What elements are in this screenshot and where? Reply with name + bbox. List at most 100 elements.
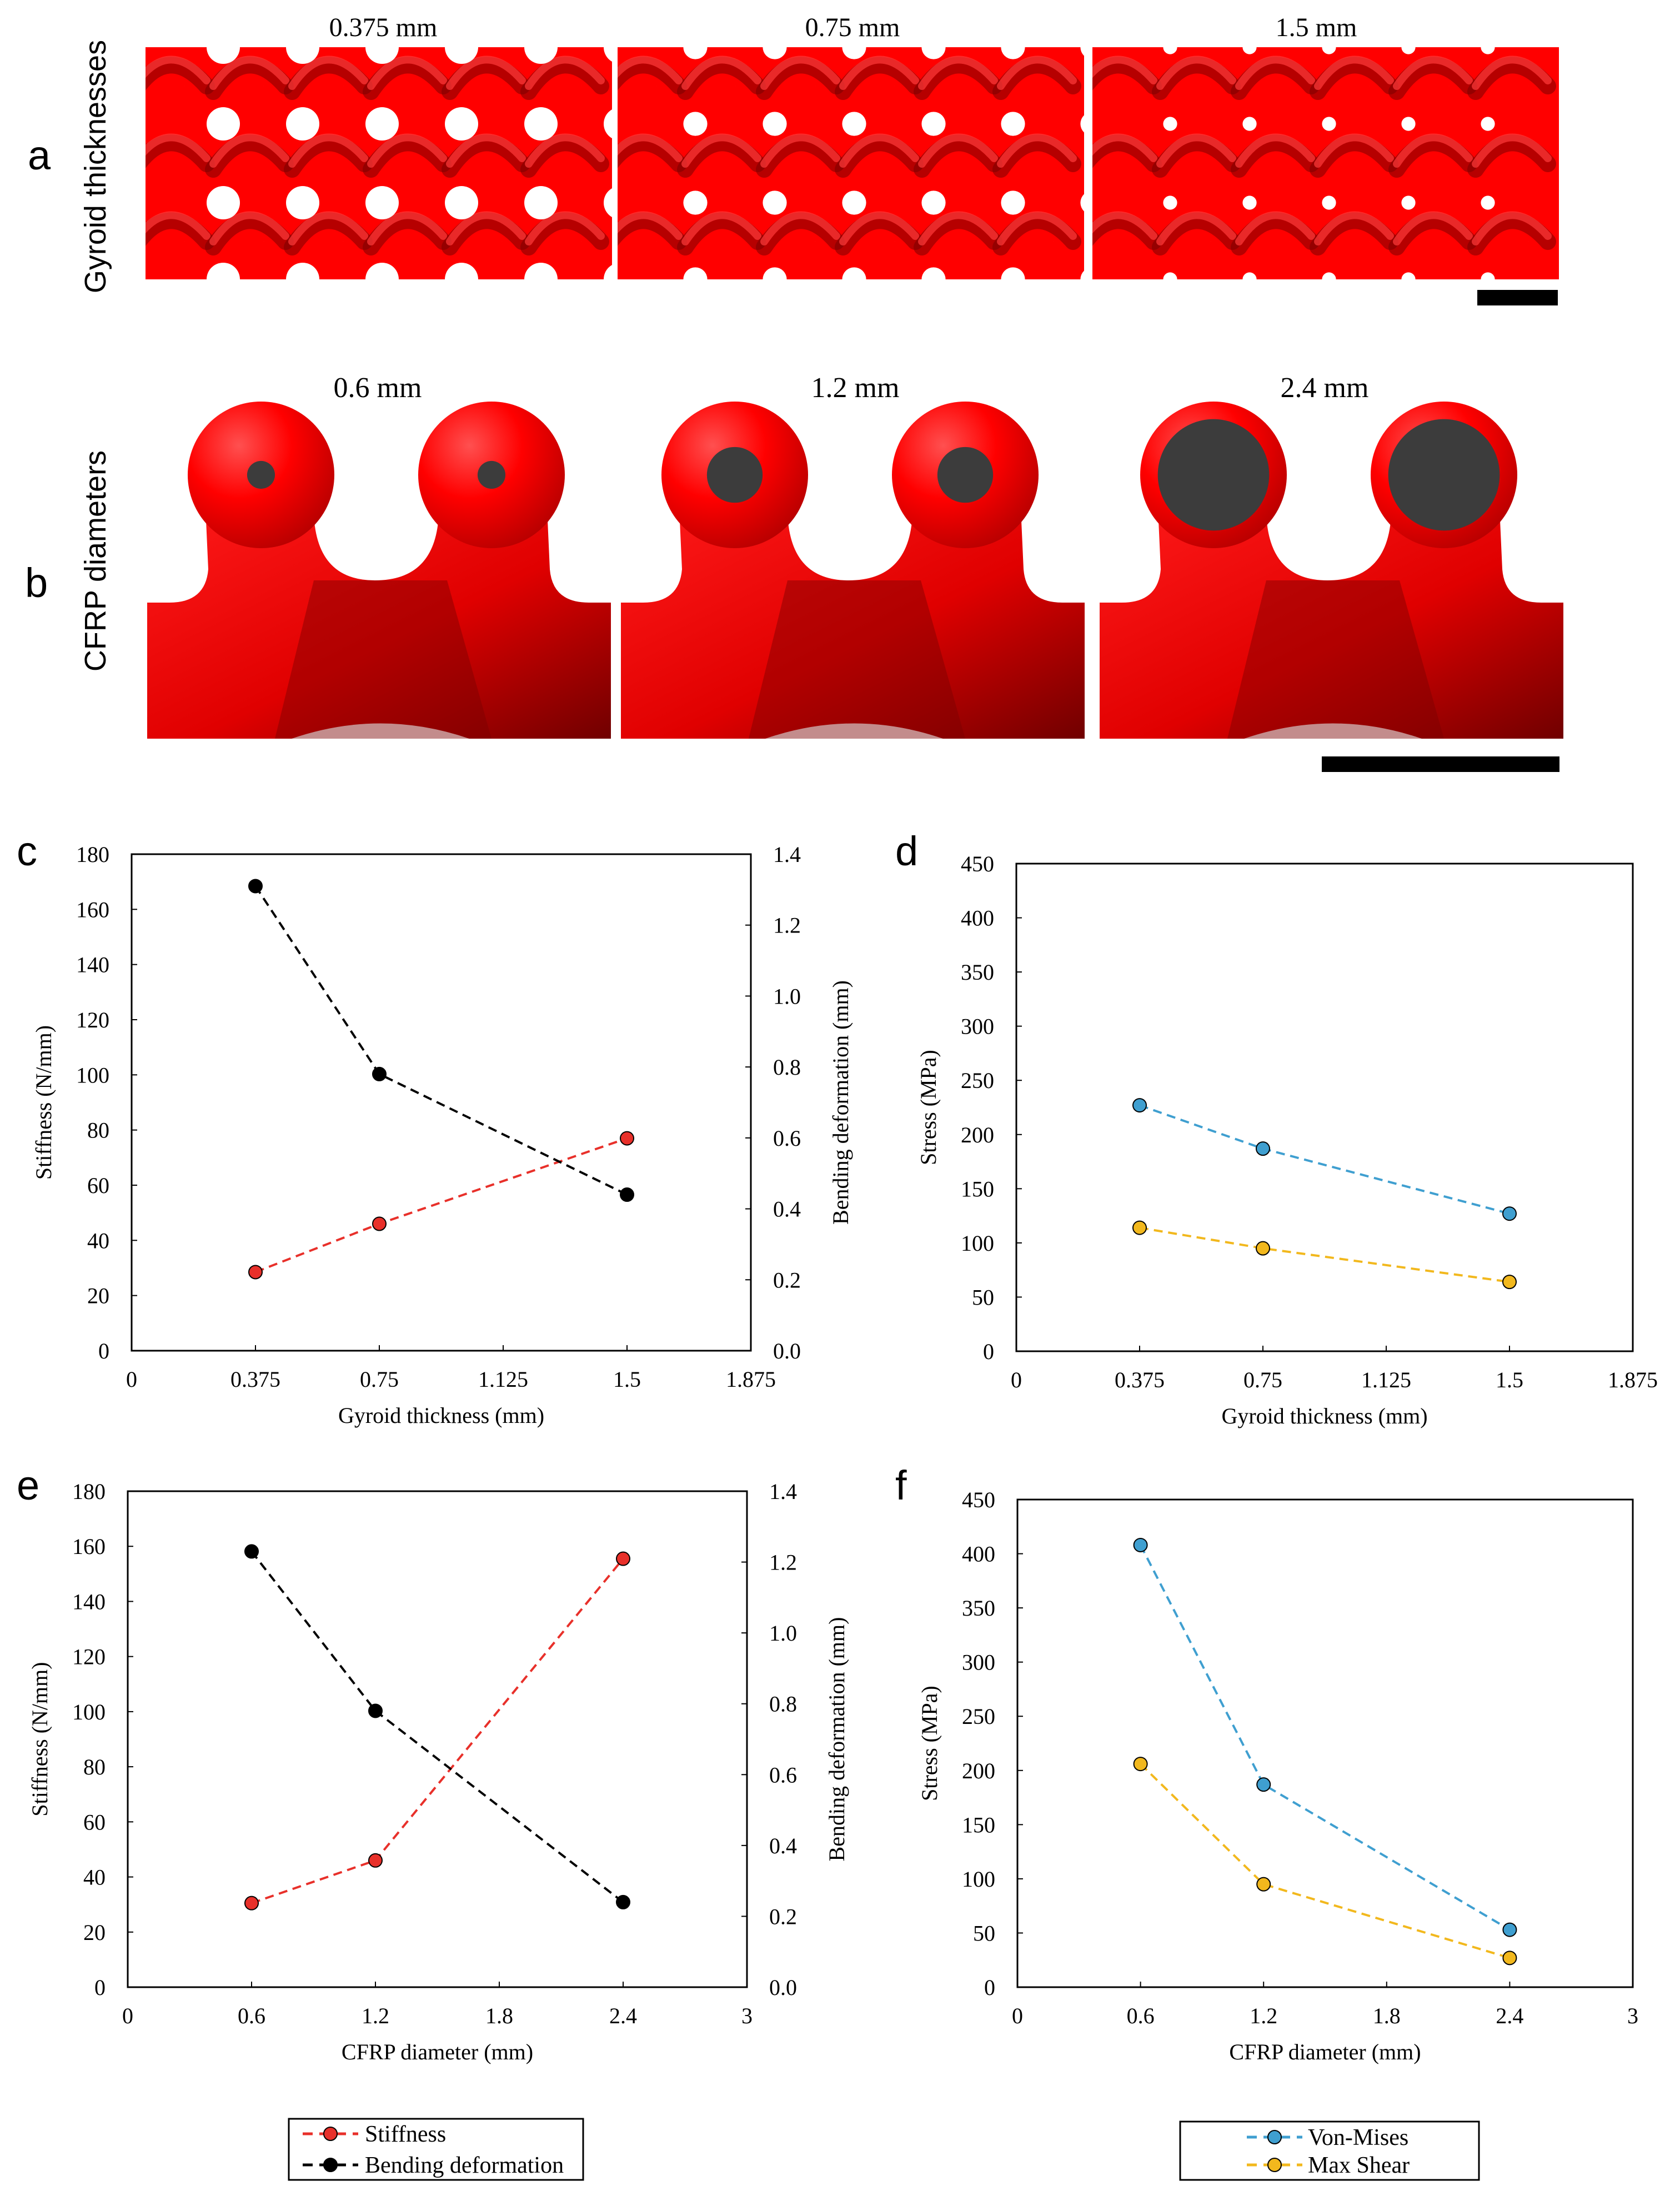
gyroid-strut-shadow [764,298,836,325]
gyroid-strut-highlight [134,293,207,319]
gyroid-strut-highlight [1156,56,1236,90]
gyroid-strut-highlight [1001,293,1073,319]
x-tick-label: 3 [741,2003,753,2028]
cfrp-core [477,460,506,489]
cfrp-body [1100,508,1563,739]
gyroid-strut-highlight [446,211,526,245]
gyroid-label-0375: 0.375 mm [329,13,438,42]
x-tick-label: 1.5 [1496,1367,1523,1392]
gyroid-strut-highlight [1472,56,1552,90]
gyroid-strut-highlight [146,133,210,162]
gyroid-strut-highlight [839,133,919,168]
data-point-max-shear [1132,1220,1147,1235]
gyroid-pore [1481,272,1495,279]
x-tick-label: 0 [1012,2003,1023,2028]
cfrp-shade [275,580,492,739]
gyroid-strut-highlight [1472,211,1552,245]
gyroid-pore [1322,272,1336,279]
gyroid-strut-highlight [760,211,840,245]
gyroid-pore [1322,47,1336,54]
gyroid-pore [445,263,478,279]
gyroid-strut-highlight [839,56,919,90]
gyroid-image-0375 [134,47,612,325]
y2-axis-label: Bending deformation (mm) [828,980,853,1225]
y-tick-label: 0 [94,1975,106,2000]
y-tick-label: 300 [961,1014,994,1039]
gyroid-strut-shadow [1092,57,1162,94]
y2-tick-label: 1.4 [769,1479,797,1504]
gyroid-strut-shadow [1081,298,1154,325]
y-axis-label: Stress (MPa) [917,1686,942,1801]
gyroid-pore [683,112,708,136]
x-tick-label: 1.2 [362,2003,389,2028]
panel-b: b CFRP diameters 0.6 mm 1.2 mm 2.4 mm [25,372,1563,772]
gyroid-strut-shadow [1092,212,1162,250]
gyroid-strut-highlight [618,133,683,162]
panel-b-side-label: CFRP diameters [79,450,112,671]
gyroid-strut-highlight [922,293,994,319]
y2-tick-label: 1.2 [773,913,801,938]
data-point-stiffness [248,1265,263,1280]
y-tick-label: 250 [962,1704,995,1729]
gyroid-pore [1401,117,1416,131]
y-tick-label: 140 [76,952,109,977]
legend-vonmises-label: Von-Mises [1308,2125,1408,2150]
gyroid-pore [207,47,240,64]
gyroid-body [134,47,612,325]
cfrp-label-24: 2.4 mm [1281,372,1369,404]
gyroid-pore [1401,195,1416,210]
gyroid-label-075: 0.75 mm [805,13,900,42]
y-tick-label: 60 [87,1173,109,1198]
y-tick-label: 20 [87,1283,109,1308]
data-point-max-shear [1502,1275,1517,1290]
plot-area [1016,1498,1634,1988]
y2-tick-label: 0.6 [769,1762,797,1787]
legend-stiffness-label: Stiffness [365,2122,446,2147]
gyroid-strut-shadow [618,57,687,94]
y-tick-label: 200 [961,1122,994,1147]
x-tick-label: 2.4 [609,2003,637,2028]
y-tick-label: 150 [961,1176,994,1201]
gyroid-strut-shadow [1092,134,1162,172]
gyroid-strut-highlight [146,211,210,240]
legend-right-box [1179,2120,1480,2181]
data-point-von-mises [1133,1537,1148,1552]
gyroid-pore [683,47,708,59]
gyroid-pore [1163,47,1177,54]
data-point-von-mises [1502,1206,1517,1221]
gyroid-pore [921,190,946,215]
gyroid-strut-highlight [450,293,522,319]
gyroid-strut-highlight [1393,211,1473,245]
gyroid-strut-shadow [618,134,687,172]
gyroid-pore [1163,272,1177,279]
gyroid-strut-highlight [1092,56,1157,84]
chart-d: 0 0.375 0.75 1.125 1.5 1.875 0 50 100 150 200 250 30… [916,851,1658,1428]
gyroid-pore [1560,117,1574,131]
x-axis-label: Gyroid thickness (mm) [338,1403,544,1428]
gyroid-pore [1242,117,1257,131]
x-tick-label: 2.4 [1496,2003,1523,2028]
gyroid-strut-shadow [1318,298,1390,325]
gyroid-pore [1560,272,1574,286]
gyroid-strut-highlight [918,56,998,90]
gyroid-strut-shadow [843,298,915,325]
gyroid-strut-highlight [1092,211,1157,240]
gyroid-pore [842,190,866,215]
gyroid-strut-highlight [681,56,761,90]
y2-tick-label: 0.4 [769,1833,797,1858]
gyroid-strut-highlight [1239,293,1311,319]
gyroid-pore [1560,40,1574,54]
gyroid-strut-highlight [918,133,998,168]
gyroid-strut-shadow [685,298,758,325]
x-tick-label: 0.75 [360,1367,399,1392]
gyroid-pore [763,47,787,59]
gyroid-strut-highlight [1160,293,1232,319]
y-tick-label: 40 [83,1865,106,1890]
gyroid-strut-shadow [134,298,207,325]
gyroid-pore [524,47,558,64]
gyroid-pore [207,186,240,219]
gyroid-pore [1001,267,1025,279]
y-tick-label: 150 [962,1812,995,1837]
y-tick-label: 0 [984,1975,995,2000]
gyroid-pore [524,186,558,219]
